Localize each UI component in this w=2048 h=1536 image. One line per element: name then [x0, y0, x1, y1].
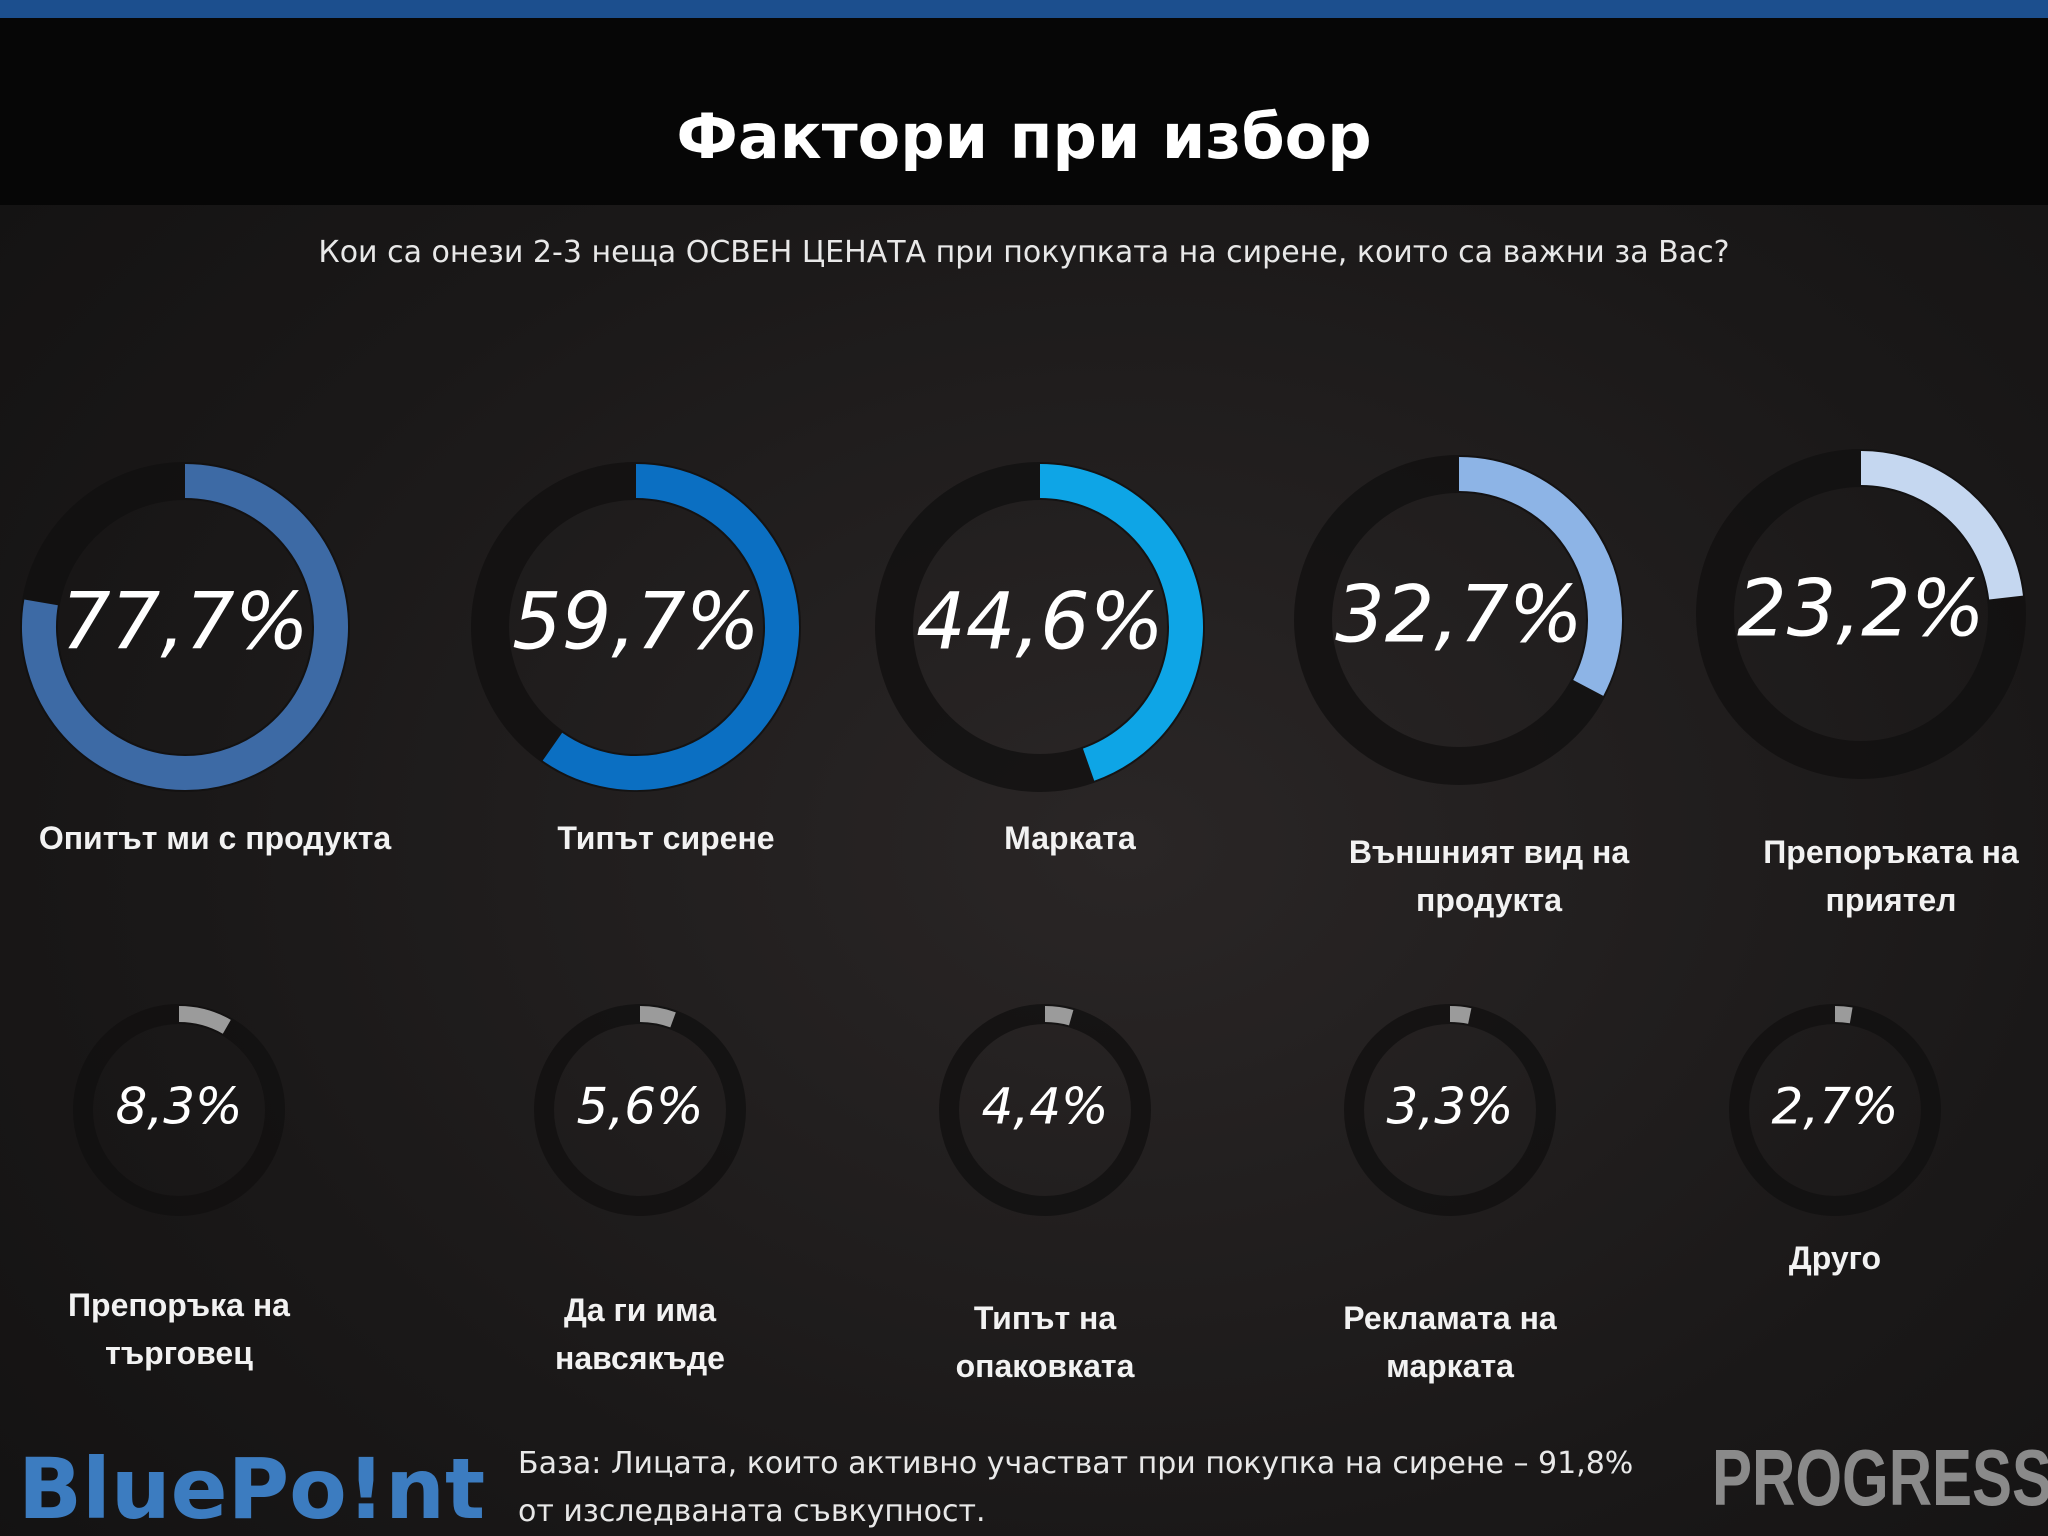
value-label: 44,6% [916, 577, 1164, 667]
donut-arc [1458, 457, 1622, 696]
category-label: Препоръката на приятел [1763, 834, 2019, 918]
category-label: Марката [1004, 820, 1136, 856]
value-label: 3,3% [1386, 1078, 1513, 1136]
value-label: 32,7% [1335, 570, 1583, 660]
category-label: Типът на опаковката [955, 1300, 1135, 1384]
logo-bluepoint: BluePo!nt [18, 1440, 486, 1536]
category-label: Да ги има навсякъде [555, 1292, 725, 1376]
value-label: 23,2% [1737, 564, 1985, 654]
category-label: Рекламата на марката [1343, 1300, 1557, 1384]
donut-arc [178, 1006, 231, 1034]
donut-arc [1449, 1006, 1472, 1024]
title: Фактори при избор [676, 100, 1372, 173]
donut-arc [639, 1006, 676, 1028]
footnote: База: Лицата, които активно участват при… [518, 1446, 1634, 1529]
logo-progressive: PROGRESSIVE [1712, 1433, 2048, 1522]
category-label: Опитът ми с продукта [38, 820, 392, 856]
value-label: 2,7% [1771, 1078, 1898, 1136]
donut-arc [1039, 464, 1203, 781]
donut-arc [1860, 451, 2023, 600]
subtitle: Кои са онези 2-3 неща ОСВЕН ЦЕНАТА при п… [318, 235, 1730, 270]
value-label: 4,4% [981, 1078, 1108, 1136]
category-label: Препоръка на търговец [68, 1287, 290, 1371]
category-label: Друго [1788, 1240, 1882, 1276]
donut-arc [542, 464, 799, 790]
donut-arc [1044, 1006, 1074, 1026]
category-label: Типът сирене [557, 820, 775, 856]
donut-arc [22, 464, 348, 790]
category-label: Външният вид на продукта [1348, 834, 1630, 918]
value-label: 5,6% [576, 1078, 703, 1136]
value-label: 8,3% [115, 1078, 242, 1136]
value-label: 59,7% [512, 577, 760, 667]
donut-arc [1834, 1006, 1853, 1024]
header-band [0, 0, 2048, 205]
value-label: 77,7% [61, 577, 309, 667]
